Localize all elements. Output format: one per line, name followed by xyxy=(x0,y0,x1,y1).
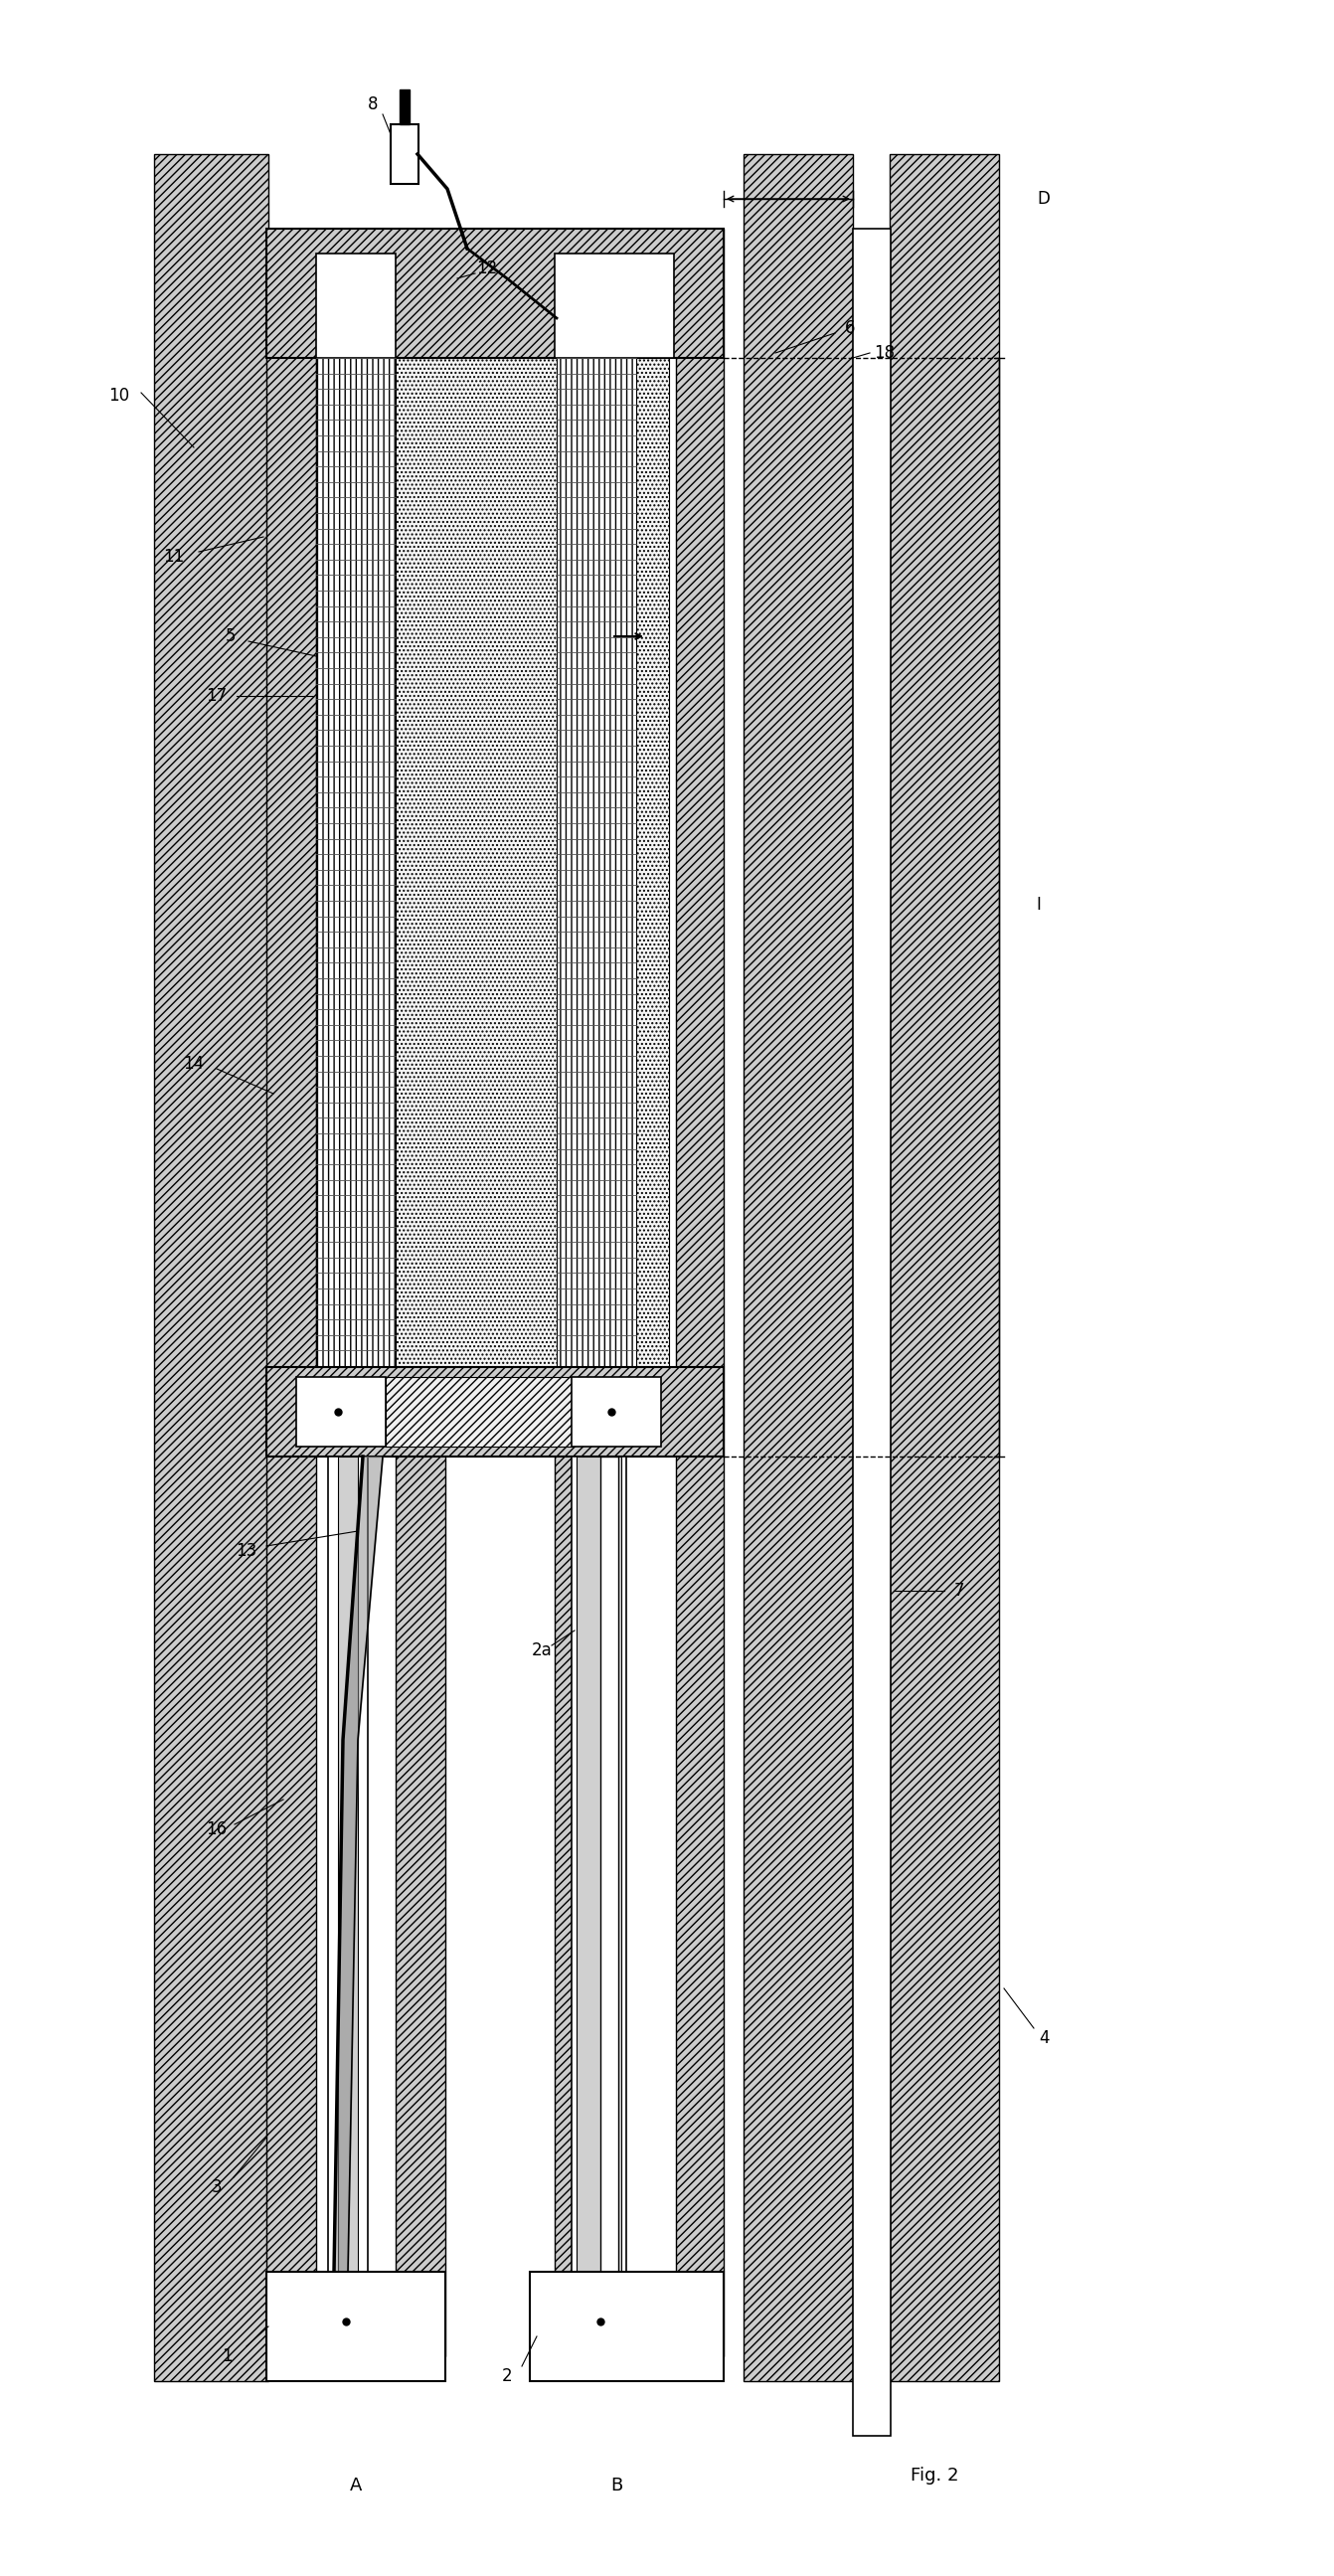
Bar xyxy=(396,229,446,2357)
Bar xyxy=(676,229,723,2357)
Bar xyxy=(856,229,887,2437)
Bar xyxy=(316,358,396,1368)
Bar xyxy=(153,155,268,2380)
Text: 12: 12 xyxy=(476,260,498,278)
Bar xyxy=(576,1455,622,2272)
Bar xyxy=(852,229,891,2437)
Bar xyxy=(296,1378,386,1448)
Bar xyxy=(316,358,668,1368)
Bar xyxy=(338,1455,358,2272)
Bar xyxy=(890,155,999,2380)
Text: B: B xyxy=(610,2476,623,2494)
Bar xyxy=(556,358,636,1368)
Bar xyxy=(600,1455,618,2272)
Bar xyxy=(571,1378,662,1448)
Bar xyxy=(267,1368,723,1455)
Text: 17: 17 xyxy=(207,688,227,706)
Text: 2: 2 xyxy=(502,2367,512,2385)
Text: 1: 1 xyxy=(221,2347,232,2365)
Bar xyxy=(391,124,419,183)
Bar xyxy=(555,252,674,358)
Bar xyxy=(267,229,316,2357)
Bar xyxy=(571,1455,626,2272)
Text: 14: 14 xyxy=(183,1054,204,1072)
Bar xyxy=(267,229,723,358)
Text: I: I xyxy=(1037,896,1042,914)
Bar xyxy=(328,1455,368,2272)
Bar xyxy=(530,2272,723,2380)
Text: 5: 5 xyxy=(225,629,236,644)
Bar xyxy=(743,155,852,2380)
Text: 6: 6 xyxy=(844,319,855,337)
Text: A: A xyxy=(350,2476,362,2494)
Text: 16: 16 xyxy=(207,1821,227,1839)
Text: 8: 8 xyxy=(368,95,378,113)
Text: 3: 3 xyxy=(211,2179,221,2197)
Text: 18: 18 xyxy=(874,345,895,361)
Text: 11: 11 xyxy=(163,549,184,567)
Text: 2a: 2a xyxy=(531,1641,552,1659)
Text: 13: 13 xyxy=(236,1543,257,1561)
Text: 7: 7 xyxy=(954,1582,964,1600)
Bar xyxy=(400,90,410,124)
Bar xyxy=(555,229,604,2357)
Bar xyxy=(386,1378,575,1448)
Bar xyxy=(267,2272,446,2380)
Text: 10: 10 xyxy=(109,386,129,404)
Text: Fig. 2: Fig. 2 xyxy=(910,2468,959,2483)
Text: D: D xyxy=(1038,191,1050,209)
Text: 4: 4 xyxy=(1039,2030,1049,2048)
Bar xyxy=(316,252,396,358)
